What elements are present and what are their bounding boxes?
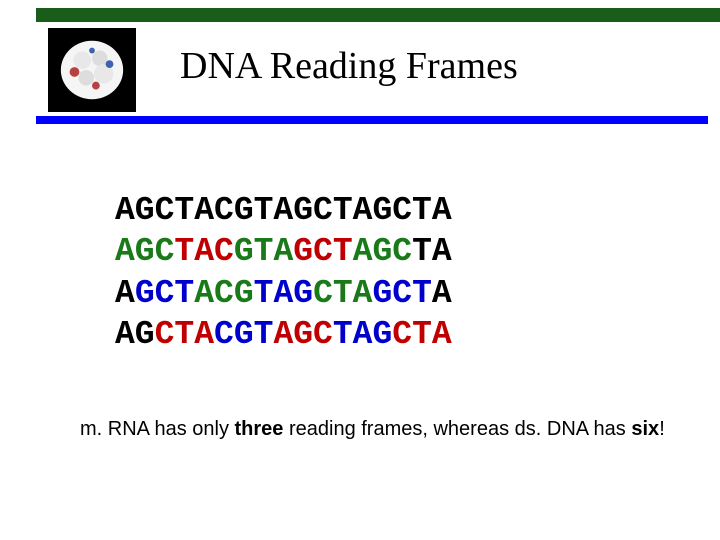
seq-text: TAC [174,233,233,270]
seq-text: TAG [333,316,392,353]
seq-row-1: AGCTACGTAGCTAGCTA [115,190,452,231]
seq-row-3: AGCTACGTAGCTAGCTA [115,273,452,314]
seq-text: CTA [392,316,451,353]
caption-part: m. RNA has only [80,418,235,440]
seq-row-4: AGCTACGTAGCTAGCTA [115,314,452,355]
sequence-block: AGCTACGTAGCTAGCTA AGCTACGTAGCTAGCTA AGCT… [115,190,452,355]
seq-text: GCT [293,233,352,270]
top-accent-bar [36,8,720,22]
divider-bar [36,116,708,124]
seq-row-2: AGCTACGTAGCTAGCTA [115,231,452,272]
seq-text: GTA [234,233,293,270]
seq-text: ACG [194,275,253,312]
caption-bold: three [235,418,284,440]
seq-text: GCT [373,275,432,312]
seq-text: CTA [155,316,214,353]
seq-text: CGT [214,316,273,353]
caption-bold: six [631,418,659,440]
seq-text: AGC [353,233,412,270]
caption-part: reading frames, whereas ds. DNA has [283,418,631,440]
seq-text: TAG [254,275,313,312]
seq-text: TA [412,233,452,270]
caption-text: m. RNA has only three reading frames, wh… [80,418,665,441]
protein-icon [48,28,136,112]
seq-text: AGCTACGTAGCTAGCTA [115,192,452,229]
seq-text: GCT [135,275,194,312]
seq-text: A [115,275,135,312]
caption-part: ! [659,418,665,440]
seq-text: AG [115,316,155,353]
seq-text: A [432,275,452,312]
seq-text: CTA [313,275,372,312]
molecule-glyph [53,33,131,107]
page-title: DNA Reading Frames [180,44,518,88]
seq-text: AGC [273,316,332,353]
seq-text: AGC [115,233,174,270]
